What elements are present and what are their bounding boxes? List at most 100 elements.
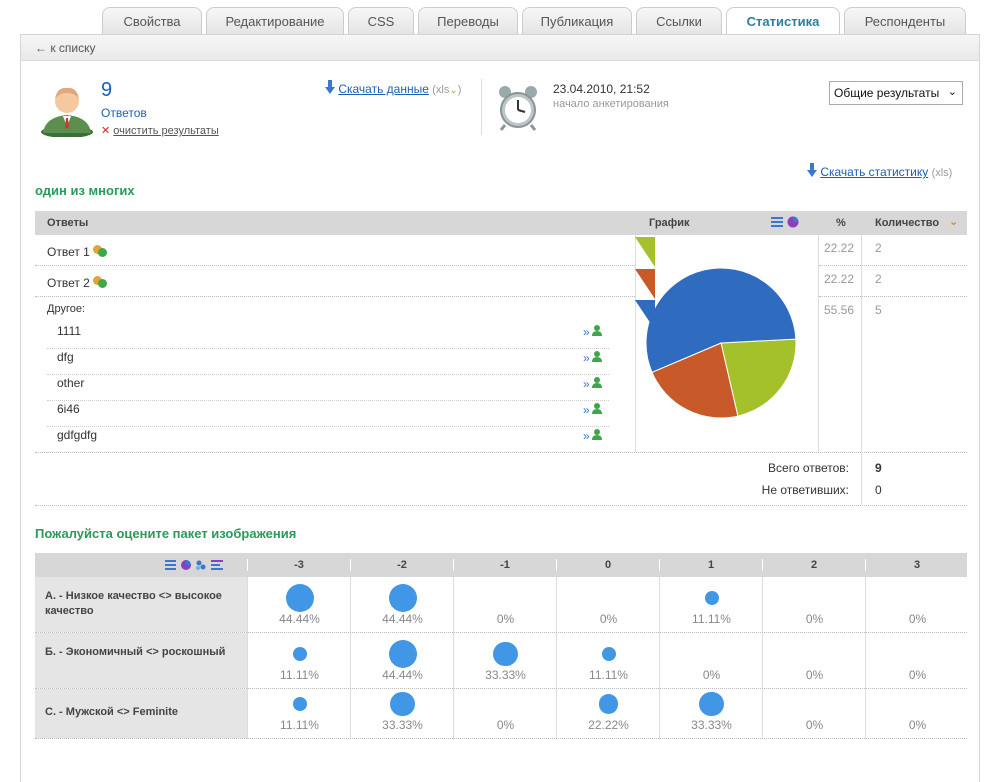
row-color-marker: [635, 269, 655, 299]
matrix-cell-percent: 11.11%: [280, 668, 319, 682]
chevron-down-icon[interactable]: ⌄: [949, 216, 959, 228]
download-arrow-icon: [807, 163, 817, 177]
view-respondent-link[interactable]: »: [583, 377, 602, 391]
matrix-cell-percent: 44.44%: [382, 612, 423, 626]
value-bubble: [388, 584, 417, 612]
matrix-cell: 0%: [556, 577, 659, 633]
no-answer-label: Не ответивших:: [761, 483, 849, 497]
bubble-view-icon[interactable]: [196, 560, 206, 571]
q1-table-header: Ответы График % Количество ⌄: [35, 211, 967, 235]
matrix-column-header: 0: [556, 559, 659, 571]
row-separator: [35, 632, 967, 633]
double-arrow-icon: »: [583, 429, 590, 443]
response-count: 9: [101, 79, 113, 101]
matrix-cell-percent: 44.44%: [279, 612, 320, 626]
survey-start-label: начало анкетирования: [553, 98, 669, 110]
matrix-column-header: 3: [865, 559, 968, 571]
view-respondent-link[interactable]: »: [583, 429, 602, 443]
row-separator: [35, 265, 635, 266]
tab-properties[interactable]: Свойства: [102, 7, 202, 35]
tab-respondents[interactable]: Респонденты: [844, 7, 966, 35]
list-view-icon[interactable]: [165, 560, 176, 570]
tab-label: Публикация: [540, 14, 614, 29]
pie-view-icon[interactable]: [181, 560, 191, 570]
value-bubble: [704, 591, 719, 605]
list-view-icon[interactable]: [771, 217, 783, 228]
tab-label: Свойства: [123, 14, 181, 29]
clear-results-label[interactable]: очистить результаты: [113, 125, 219, 137]
row-separator: [35, 688, 967, 689]
view-respondent-link[interactable]: »: [583, 325, 602, 339]
other-answer-item: other »: [47, 375, 609, 401]
matrix-column-header: -1: [453, 559, 556, 571]
row-separator: [819, 265, 967, 266]
row-separator: [819, 296, 967, 297]
matrix-cell-percent: 0%: [908, 612, 927, 626]
view-respondent-link[interactable]: »: [583, 351, 602, 365]
question-1-title: один из многих: [35, 183, 135, 198]
value-bubble: [390, 691, 415, 717]
tab-statistics[interactable]: Статистика: [726, 7, 840, 36]
value-bubble: [388, 640, 417, 668]
chevron-down-icon[interactable]: ⌄: [449, 85, 458, 96]
back-link[interactable]: ← к списку: [35, 41, 96, 55]
answer-quantity: 2: [875, 241, 882, 255]
matrix-cell-percent: 0%: [805, 718, 824, 732]
pie-view-icon[interactable]: [787, 216, 799, 228]
value-bubble: [598, 694, 619, 714]
other-answer-item: 1111 »: [47, 323, 609, 349]
matrix-cell-percent: 33.33%: [691, 718, 732, 732]
matrix-cell-percent: 11.11%: [589, 668, 628, 682]
matrix-cell: 0%: [453, 577, 556, 633]
results-select-value: Общие результаты: [834, 86, 940, 100]
matrix-view-icons: [165, 559, 229, 571]
matrix-cell: 44.44%: [350, 577, 453, 633]
survey-start-date: 23.04.2010, 21:52: [553, 82, 650, 96]
divider: [861, 453, 862, 505]
double-arrow-icon: »: [583, 403, 590, 417]
matrix-cell: 33.33%: [453, 633, 556, 689]
answer-row-3-label: Другое:: [47, 303, 86, 315]
download-data-link[interactable]: Скачать данные (xls⌄): [325, 80, 461, 96]
value-bubble: [493, 641, 518, 667]
answer-row-2: Ответ 2: [47, 276, 108, 290]
answer-label: Ответ 2: [47, 276, 90, 290]
double-arrow-icon: »: [583, 325, 590, 339]
respondents-icon[interactable]: [93, 245, 108, 257]
matrix-cell: 0%: [865, 689, 968, 739]
tab-publication[interactable]: Публикация: [522, 7, 632, 35]
matrix-cell: 0%: [762, 689, 865, 739]
tab-editing[interactable]: Редактирование: [206, 7, 344, 35]
view-respondent-link[interactable]: »: [583, 403, 602, 417]
download-stats-label[interactable]: Скачать статистику: [820, 165, 929, 179]
respondents-icon[interactable]: [93, 276, 108, 288]
matrix-cell: 0%: [865, 577, 968, 633]
clear-results-link[interactable]: ✕ очистить результаты: [101, 124, 219, 137]
matrix-cell: 0%: [865, 633, 968, 689]
tab-links[interactable]: Ссылки: [636, 7, 722, 35]
matrix-cell: 0%: [659, 633, 762, 689]
value-bubble: [292, 647, 307, 661]
bar-view-icon[interactable]: [211, 560, 223, 570]
other-answer-text: 6i46: [57, 402, 80, 416]
xls-format: (xls: [432, 84, 450, 96]
back-bar: ← к списку: [21, 35, 979, 61]
matrix-cell: 11.11%: [247, 633, 350, 689]
matrix-cell-percent: 0%: [702, 668, 721, 682]
matrix-cell: 44.44%: [247, 577, 350, 633]
pie-chart: [635, 237, 797, 419]
row-separator: [35, 505, 967, 506]
download-data-label[interactable]: Скачать данные: [338, 82, 429, 96]
matrix-cell: 44.44%: [350, 633, 453, 689]
matrix-cell-percent: 11.11%: [692, 612, 731, 626]
tab-css[interactable]: CSS: [348, 7, 414, 35]
download-stats-link[interactable]: Скачать статистику (xls): [807, 163, 952, 179]
matrix-cell: 0%: [453, 689, 556, 739]
matrix-cell: 11.11%: [247, 689, 350, 739]
row-separator: [35, 452, 967, 453]
results-select[interactable]: Общие результаты ⌄: [829, 81, 963, 105]
value-bubble: [285, 584, 314, 612]
tab-translations[interactable]: Переводы: [418, 7, 518, 35]
download-arrow-icon: [325, 80, 335, 94]
row-separator: [35, 296, 635, 297]
